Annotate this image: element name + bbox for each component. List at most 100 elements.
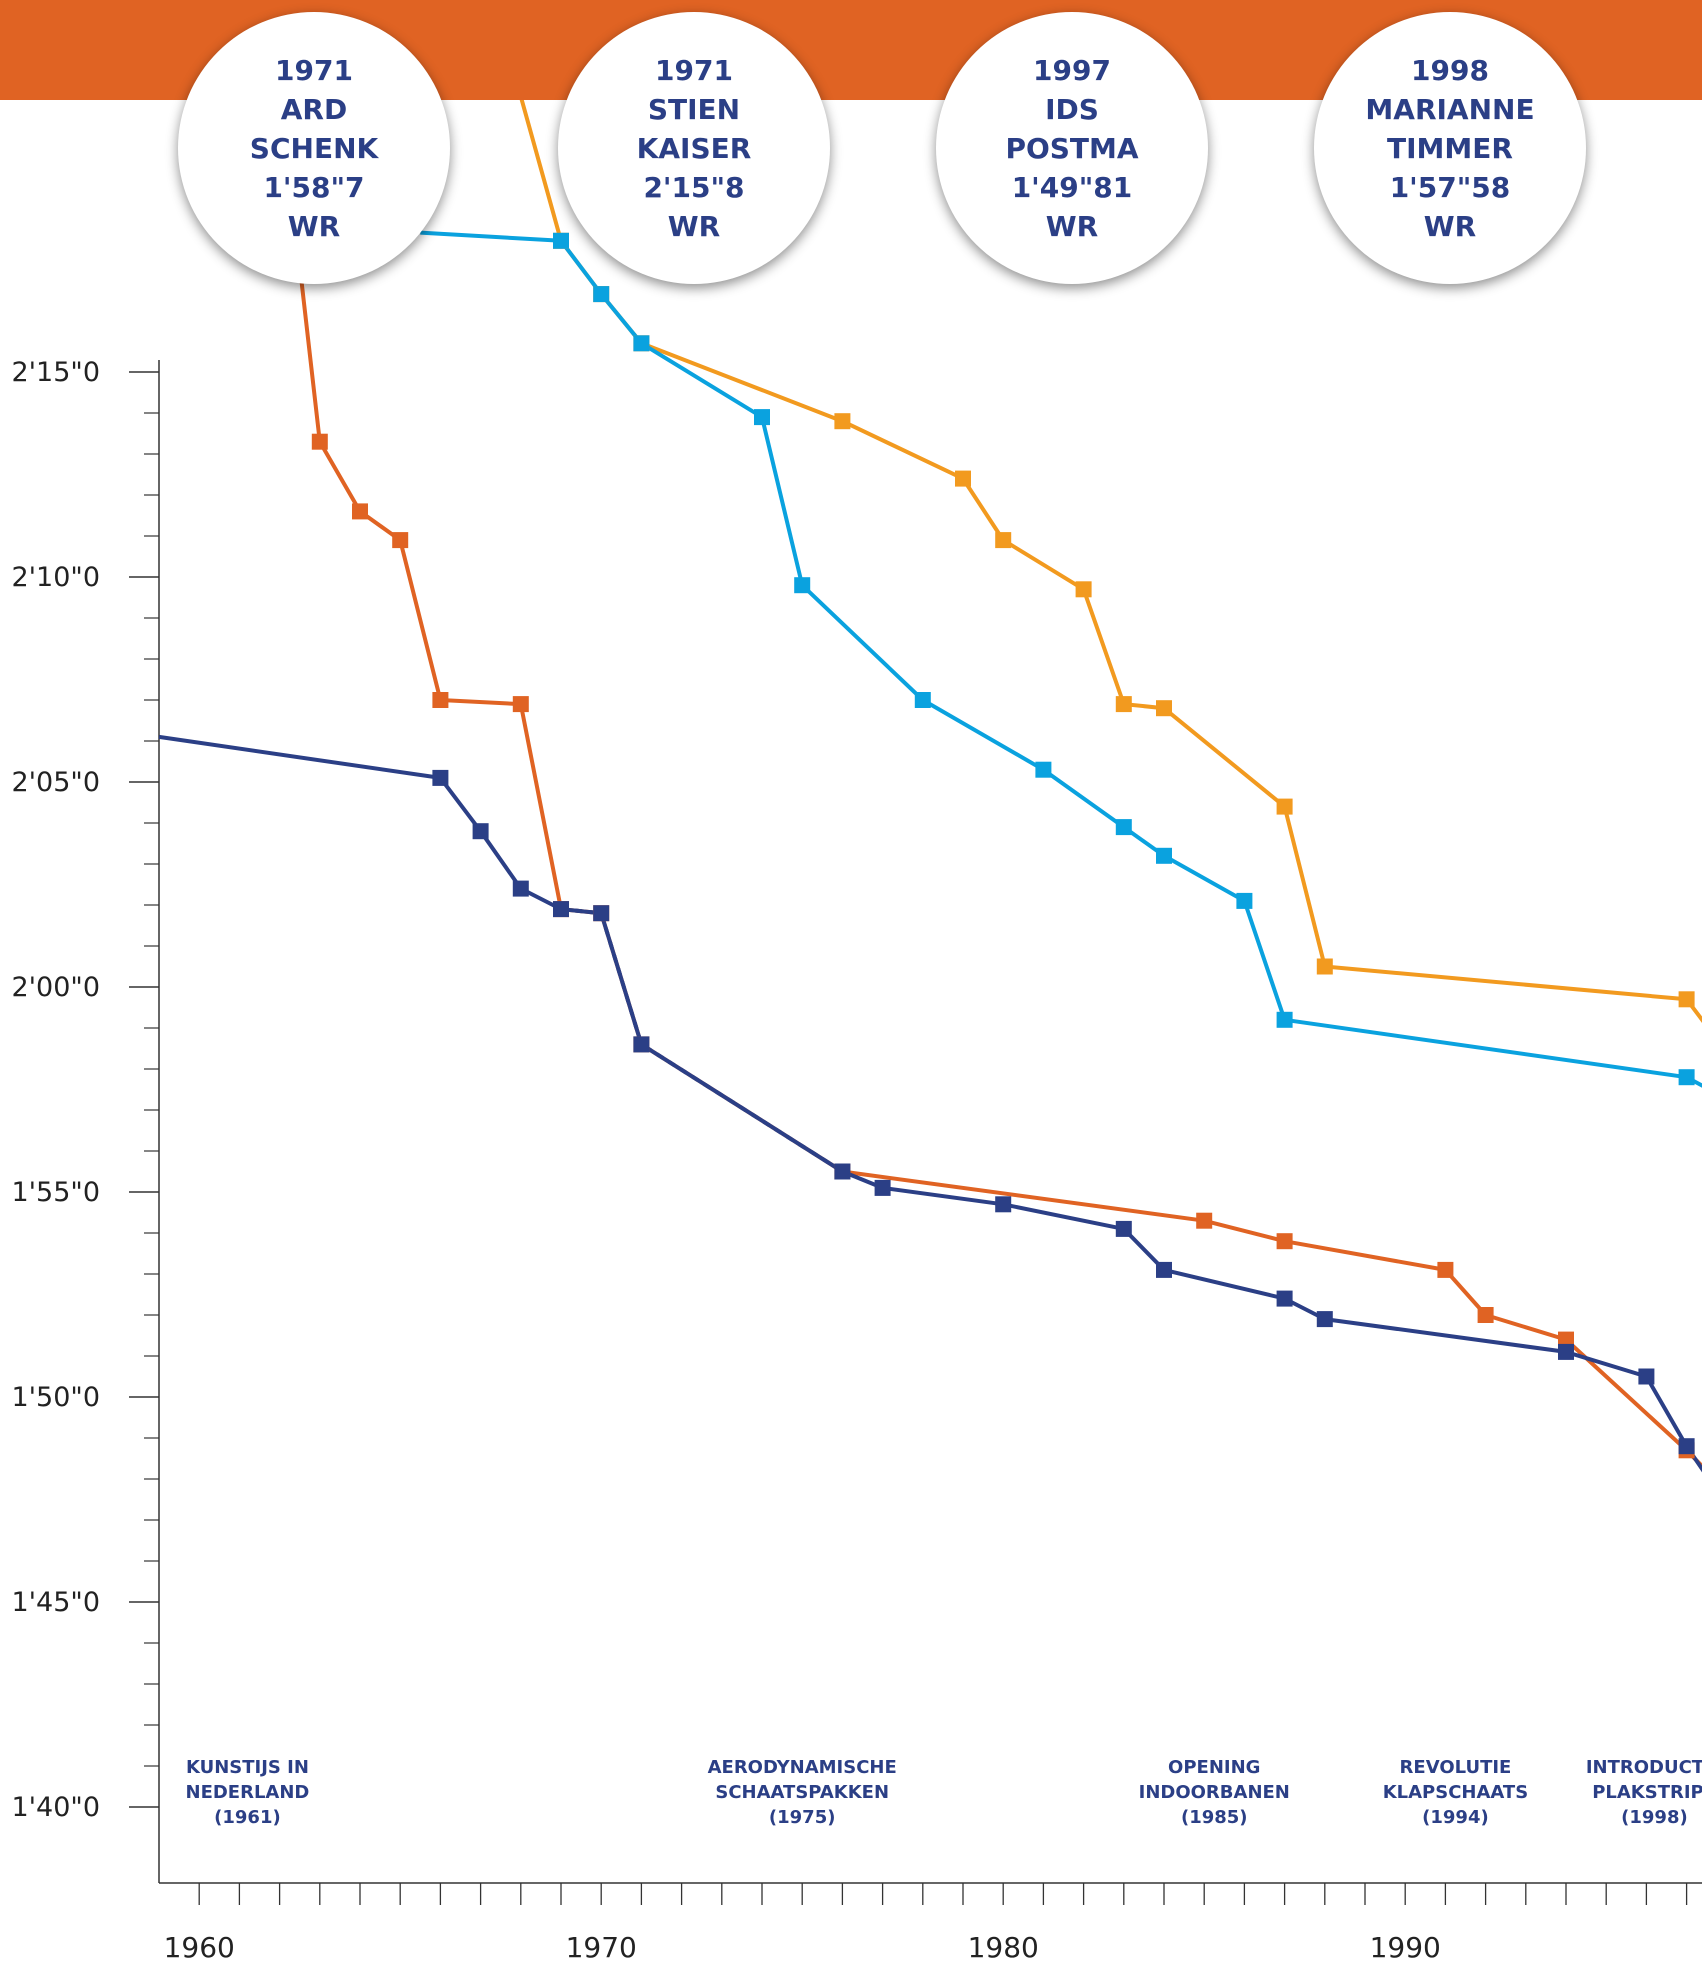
y-tick-label: 1'40"0 [11, 1792, 100, 1823]
event-label: (1975) [769, 1807, 836, 1828]
y-tick-label: 1'45"0 [11, 1587, 100, 1618]
x-tick-label: 1980 [968, 1931, 1039, 1964]
series-1-point [1276, 1290, 1293, 1307]
series-3-point [553, 232, 569, 249]
series-1-point [432, 769, 449, 786]
shared-segment-dash [560, 907, 844, 1174]
series-0-point [392, 532, 409, 549]
record-name: STIEN [647, 92, 741, 126]
series-0-point [1437, 1261, 1454, 1278]
record-year: 1998 [1411, 53, 1489, 87]
series-0-point [1477, 1307, 1494, 1323]
series-0-point [512, 696, 529, 713]
series-1-point [472, 823, 489, 840]
record-name: IDS [1045, 92, 1099, 126]
series-1-point [1558, 1343, 1574, 1360]
series-0-point [432, 692, 449, 708]
series-1-point [874, 1179, 891, 1196]
event-label: (1994) [1422, 1807, 1489, 1828]
record-time: 1'49"81 [1011, 170, 1133, 204]
y-tick-label: 2'05"0 [11, 767, 100, 798]
series-3-point [1678, 1069, 1695, 1086]
series-1-point [1316, 1311, 1333, 1328]
event-label: OPENING [1168, 1757, 1260, 1778]
series-2-point [1316, 958, 1333, 975]
series-1-point [1638, 1368, 1655, 1385]
event-label: KLAPSCHAATS [1383, 1782, 1529, 1803]
record-tag: WR [1423, 209, 1477, 243]
y-tick-label: 2'10"0 [11, 562, 100, 593]
series-0-point [311, 433, 328, 450]
series-2-point [834, 413, 851, 430]
y-tick-label: 1'50"0 [11, 1382, 100, 1413]
series-0-point [1196, 1212, 1213, 1229]
record-name: POSTMA [1005, 131, 1139, 165]
series-1-point [1115, 1220, 1132, 1237]
series-1-point [593, 905, 610, 922]
record-name: ARD [280, 92, 348, 126]
x-tick-label: 1960 [164, 1931, 235, 1964]
record-time: 2'15"8 [643, 170, 745, 204]
series-1-line [158, 734, 1702, 1473]
record-bubble-kaiser: 1971 STIEN KAISER 2'15"8 WR [558, 12, 830, 284]
event-label: INDOORBANEN [1139, 1782, 1290, 1803]
record-name: SCHENK [249, 131, 379, 165]
record-year: 1997 [1033, 53, 1111, 87]
event-label: PLAKSTRIPS [1592, 1782, 1702, 1803]
record-bubble-postma: 1997 IDS POSTMA 1'49"81 WR [936, 12, 1208, 284]
series-3-point [593, 286, 610, 303]
x-tick-label: 1970 [566, 1931, 637, 1964]
event-label: SCHAATSPAKKEN [715, 1782, 889, 1803]
series-1-point [834, 1163, 851, 1180]
record-bubble-timmer: 1998 MARIANNE TIMMER 1'57"58 WR [1314, 12, 1586, 284]
series-2-point [1156, 700, 1172, 717]
record-tag: WR [287, 209, 341, 243]
series-2-point [1075, 581, 1092, 598]
series-0-point [1276, 1233, 1293, 1250]
series-3-point [1156, 847, 1172, 864]
y-tick-label: 2'00"0 [11, 972, 100, 1003]
event-label: AERODYNAMISCHE [708, 1757, 897, 1778]
record-name: MARIANNE [1365, 92, 1535, 126]
series-2-point [1276, 798, 1293, 815]
event-label: (1998) [1621, 1807, 1688, 1828]
series-3-point [754, 409, 770, 426]
series-2-point [1678, 991, 1695, 1008]
series-3-point [1035, 761, 1052, 778]
event-label: (1961) [214, 1807, 281, 1828]
series-0-point [352, 503, 368, 520]
series-1-point [995, 1196, 1012, 1213]
record-name: KAISER [636, 131, 752, 165]
record-time: 1'57"58 [1389, 170, 1511, 204]
series-3-point [633, 335, 650, 352]
series-1-point [553, 901, 569, 918]
series-2-point [1115, 696, 1132, 713]
event-label: REVOLUTIE [1400, 1757, 1512, 1778]
event-label: KUNSTIJS IN [186, 1757, 309, 1778]
series-2-point [955, 470, 971, 487]
record-bubble-schenk: 1971 ARD SCHENK 1'58"7 WR [178, 12, 450, 284]
series-1-point [1156, 1261, 1172, 1278]
series-2-point [995, 532, 1012, 549]
series-1-point [1678, 1438, 1695, 1455]
series-3-point [1276, 1011, 1293, 1028]
series-3-point [914, 692, 931, 708]
series-3-point [1115, 819, 1132, 836]
x-tick-label: 1990 [1370, 1931, 1441, 1964]
y-tick-label: 1'55"0 [11, 1177, 100, 1208]
record-name: TIMMER [1387, 131, 1513, 165]
series-0-point [1558, 1331, 1574, 1348]
event-label: (1985) [1181, 1807, 1248, 1828]
record-tag: WR [667, 209, 721, 243]
record-year: 1971 [275, 53, 353, 87]
record-tag: WR [1045, 209, 1099, 243]
series-3-line [420, 230, 1702, 1088]
record-year: 1971 [655, 53, 733, 87]
series-1-point [633, 1036, 650, 1053]
series-3-point [1236, 892, 1253, 909]
event-label: INTRODUCTIE [1586, 1757, 1702, 1778]
y-tick-label: 2'15"0 [11, 357, 100, 388]
record-time: 1'58"7 [263, 170, 365, 204]
event-label: NEDERLAND [186, 1782, 310, 1803]
